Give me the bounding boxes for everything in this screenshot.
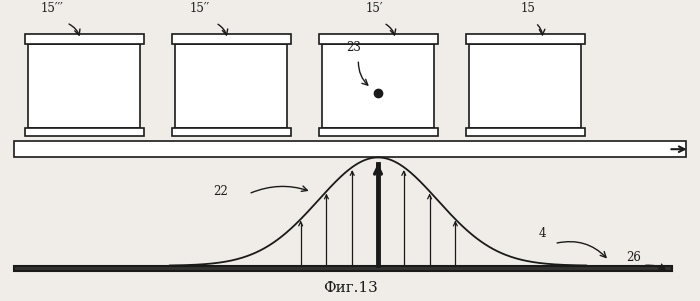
Bar — [466, 34, 584, 44]
Bar — [172, 34, 290, 44]
Bar — [25, 128, 144, 136]
Bar — [175, 44, 287, 128]
Text: 26: 26 — [626, 251, 641, 264]
Bar — [322, 44, 434, 128]
Text: 22: 22 — [213, 185, 228, 198]
Bar — [466, 128, 584, 136]
Text: 4: 4 — [539, 227, 546, 240]
Text: 15′′: 15′′ — [190, 2, 209, 15]
Bar — [28, 44, 140, 128]
Text: 15′′′: 15′′′ — [41, 2, 64, 15]
Bar — [172, 128, 290, 136]
Text: Фиг.13: Фиг.13 — [323, 281, 377, 295]
Bar — [14, 141, 686, 157]
Bar — [318, 34, 438, 44]
Text: 23: 23 — [346, 41, 361, 54]
Bar — [14, 266, 672, 271]
Bar — [25, 34, 144, 44]
Text: 15′: 15′ — [365, 2, 384, 15]
Bar — [318, 128, 438, 136]
Bar — [469, 44, 581, 128]
Text: 15: 15 — [521, 2, 536, 15]
